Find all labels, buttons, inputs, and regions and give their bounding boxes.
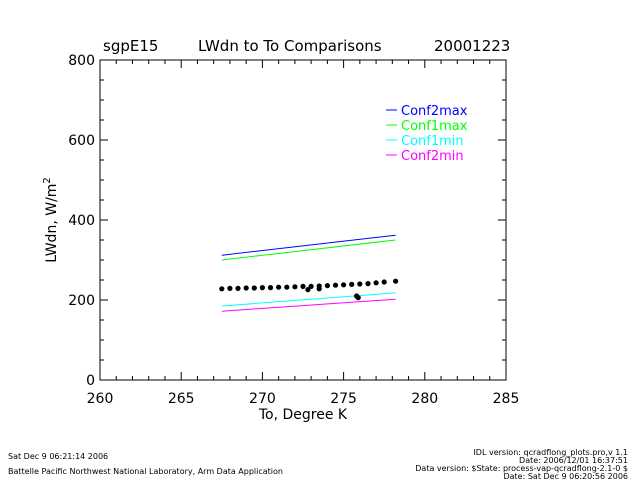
observation-point: [324, 283, 330, 289]
observation-point: [227, 285, 233, 291]
observation-point: [332, 282, 339, 288]
observation-point: [357, 281, 363, 287]
y-tick-label: 800: [68, 53, 95, 69]
series-lines: [221, 234, 396, 312]
observation-point: [365, 281, 371, 287]
footer-idl-version: IDL version: qcradflong_plots.pro,v 1.1: [473, 448, 628, 457]
x-axis-label: To, Degree K: [258, 407, 348, 423]
observation-point: [267, 285, 274, 291]
axis-ticks: 260 265 270 275 280 285 0 200 400 600 800: [68, 53, 519, 407]
y-tick-label: 200: [68, 293, 95, 309]
observation-point: [300, 283, 306, 289]
y-tick-label: 600: [68, 133, 95, 149]
footer-idl-date: Date: 2006/12/01 16:37:51: [519, 456, 628, 465]
observation-point: [316, 286, 322, 292]
legend-label: Conf2max: [401, 104, 468, 119]
observation-point: [308, 283, 314, 289]
x-tick-label: 265: [168, 391, 195, 407]
observation-point: [259, 285, 265, 291]
site-label: sgpE15: [103, 37, 159, 55]
legend-label: Conf1min: [401, 134, 464, 149]
observation-point: [355, 295, 361, 301]
series-line-conf1min: [221, 292, 396, 307]
x-tick-label: 260: [87, 391, 114, 407]
y-axis-label-superscript: 2: [42, 177, 53, 183]
observation-point: [341, 282, 347, 288]
footer-organization: Battelle Pacific Northwest National Labo…: [8, 467, 283, 476]
x-tick-label: 275: [330, 391, 357, 407]
observation-point: [219, 286, 225, 292]
observation-point: [373, 280, 379, 286]
observation-point: [284, 284, 290, 290]
legend-label: Conf1max: [401, 119, 468, 134]
chart-title: LWdn to To Comparisons: [198, 37, 382, 55]
x-tick-label: 285: [493, 391, 520, 407]
observation-point: [305, 287, 311, 293]
observation-point: [235, 285, 241, 291]
observation-point: [251, 285, 257, 291]
y-axis-label-text: LWdn, W/m: [44, 184, 60, 263]
x-tick-label: 280: [411, 391, 438, 407]
observation-point: [243, 285, 249, 291]
series-line-conf2min: [221, 298, 396, 312]
y-tick-label: 400: [68, 213, 95, 229]
footer-data-version: Data version: $State: process-vap-qcradf…: [415, 464, 628, 473]
series-line-conf2max: [221, 234, 396, 256]
observation-point: [292, 284, 298, 290]
y-axis-label: LWdn, W/m2: [42, 177, 60, 263]
footer-timestamp: Sat Dec 9 06:21:14 2006: [8, 452, 109, 461]
observation-points: [219, 278, 399, 301]
observation-point: [349, 281, 355, 287]
x-tick-label: 270: [249, 391, 276, 407]
date-label: 20001223: [434, 37, 511, 55]
legend-label: Conf2min: [401, 149, 464, 164]
observation-point: [393, 278, 399, 284]
series-line-conf1max: [221, 239, 396, 261]
observation-point: [381, 279, 387, 285]
footer-data-date: Date: Sat Dec 9 06:20:56 2006: [503, 472, 628, 481]
observation-point: [276, 284, 282, 290]
y-tick-label: 0: [86, 373, 95, 389]
